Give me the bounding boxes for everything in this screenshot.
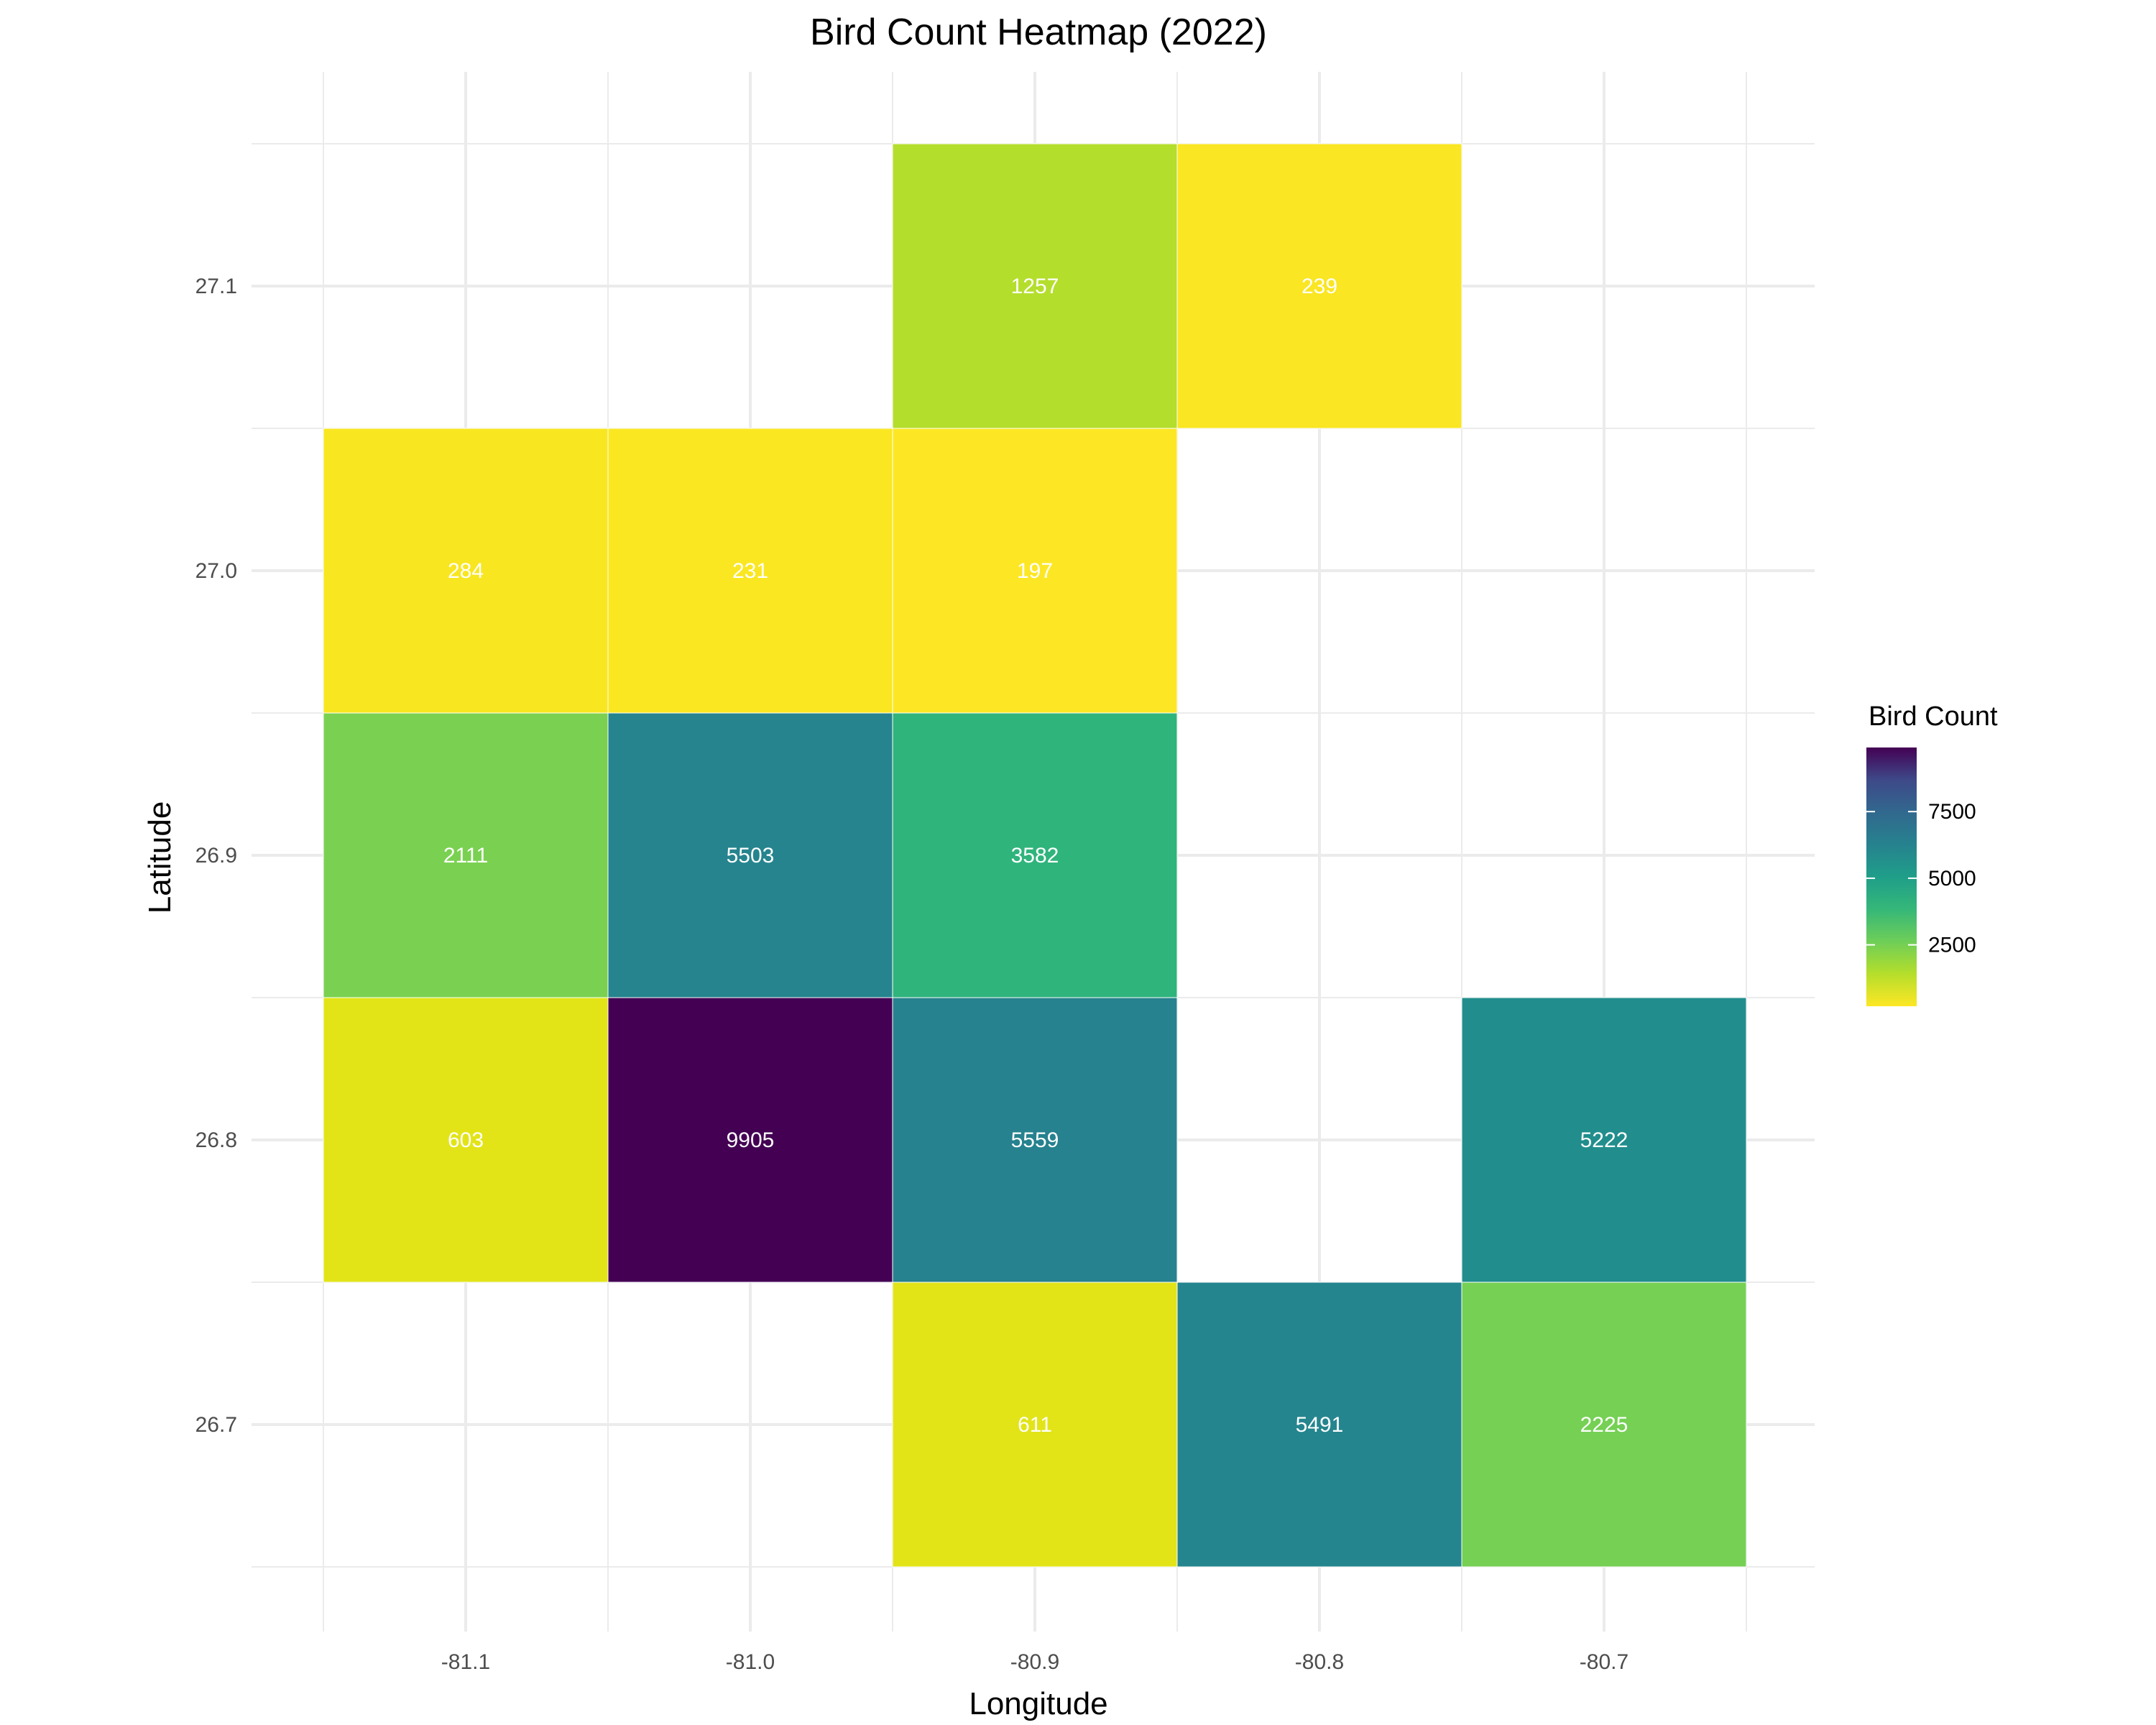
x-axis-title: Longitude bbox=[969, 1686, 1107, 1721]
cell-value-label: 2225 bbox=[1580, 1413, 1628, 1437]
cell-value-label: 1257 bbox=[1011, 275, 1059, 298]
cell-value-label: 2111 bbox=[443, 844, 488, 868]
x-tick-label: -80.7 bbox=[1580, 1650, 1628, 1674]
heatmap-cell bbox=[607, 712, 893, 998]
heatmap-cell bbox=[892, 997, 1178, 1283]
heatmap-cell bbox=[892, 143, 1178, 429]
heatmap-cell bbox=[323, 712, 609, 998]
cell-value-label: 231 bbox=[732, 559, 768, 583]
legend-title: Bird Count bbox=[1869, 702, 1998, 732]
legend-colorbar bbox=[1866, 748, 1917, 1006]
legend-ticks: 2500 5000 7500 bbox=[1866, 800, 1976, 957]
cell-value-label: 603 bbox=[448, 1128, 484, 1152]
cell-labels: 1257 239 284 231 197 2111 5503 3582 603 9905 5559 5… bbox=[443, 275, 1628, 1437]
cell-value-label: 9905 bbox=[727, 1128, 775, 1152]
heatmap-cell bbox=[1461, 1282, 1747, 1568]
cell-value-label: 611 bbox=[1018, 1413, 1052, 1437]
y-tick-label: 26.8 bbox=[195, 1128, 237, 1152]
heatmap-cell bbox=[1176, 1282, 1462, 1568]
axis-ticks: -81.1 -81.0 -80.9 -80.8 -80.7 27.1 27.0 26.9 26.… bbox=[195, 275, 1629, 1674]
cell-value-label: 5222 bbox=[1580, 1128, 1628, 1152]
heatmap-cell bbox=[1176, 143, 1462, 429]
heatmap-cell bbox=[323, 428, 609, 714]
y-axis-title: Latitude bbox=[142, 801, 178, 914]
cell-value-label: 5503 bbox=[727, 844, 775, 868]
heatmap-cell bbox=[607, 997, 893, 1283]
color-legend: Bird Count 2500 5000 7500 bbox=[1866, 702, 1998, 1006]
cell-value-label: 5559 bbox=[1011, 1128, 1059, 1152]
heatmap-cells bbox=[323, 143, 1747, 1568]
y-tick-label: 26.7 bbox=[195, 1413, 237, 1437]
heatmap-cell bbox=[892, 428, 1178, 714]
cell-value-label: 239 bbox=[1302, 275, 1337, 298]
legend-tick-label: 5000 bbox=[1928, 867, 1976, 891]
x-tick-label: -80.8 bbox=[1295, 1650, 1344, 1674]
heatmap-cell bbox=[1461, 997, 1747, 1283]
cell-value-label: 197 bbox=[1017, 559, 1053, 583]
cell-value-label: 284 bbox=[448, 559, 484, 583]
x-tick-label: -80.9 bbox=[1010, 1650, 1059, 1674]
legend-tick-label: 7500 bbox=[1928, 800, 1976, 824]
x-tick-label: -81.0 bbox=[726, 1650, 775, 1674]
chart-title: Bird Count Heatmap (2022) bbox=[810, 12, 1267, 53]
heatmap-cell bbox=[892, 1282, 1178, 1568]
legend-tick-label: 2500 bbox=[1928, 934, 1976, 957]
cell-value-label: 5491 bbox=[1296, 1413, 1344, 1437]
y-tick-label: 27.0 bbox=[195, 559, 237, 583]
heatmap-cell bbox=[892, 712, 1178, 998]
y-tick-label: 27.1 bbox=[195, 275, 237, 298]
y-tick-label: 26.9 bbox=[195, 844, 237, 868]
cell-value-label: 3582 bbox=[1011, 844, 1059, 868]
heatmap-cell bbox=[607, 428, 893, 714]
x-tick-label: -81.1 bbox=[441, 1650, 490, 1674]
